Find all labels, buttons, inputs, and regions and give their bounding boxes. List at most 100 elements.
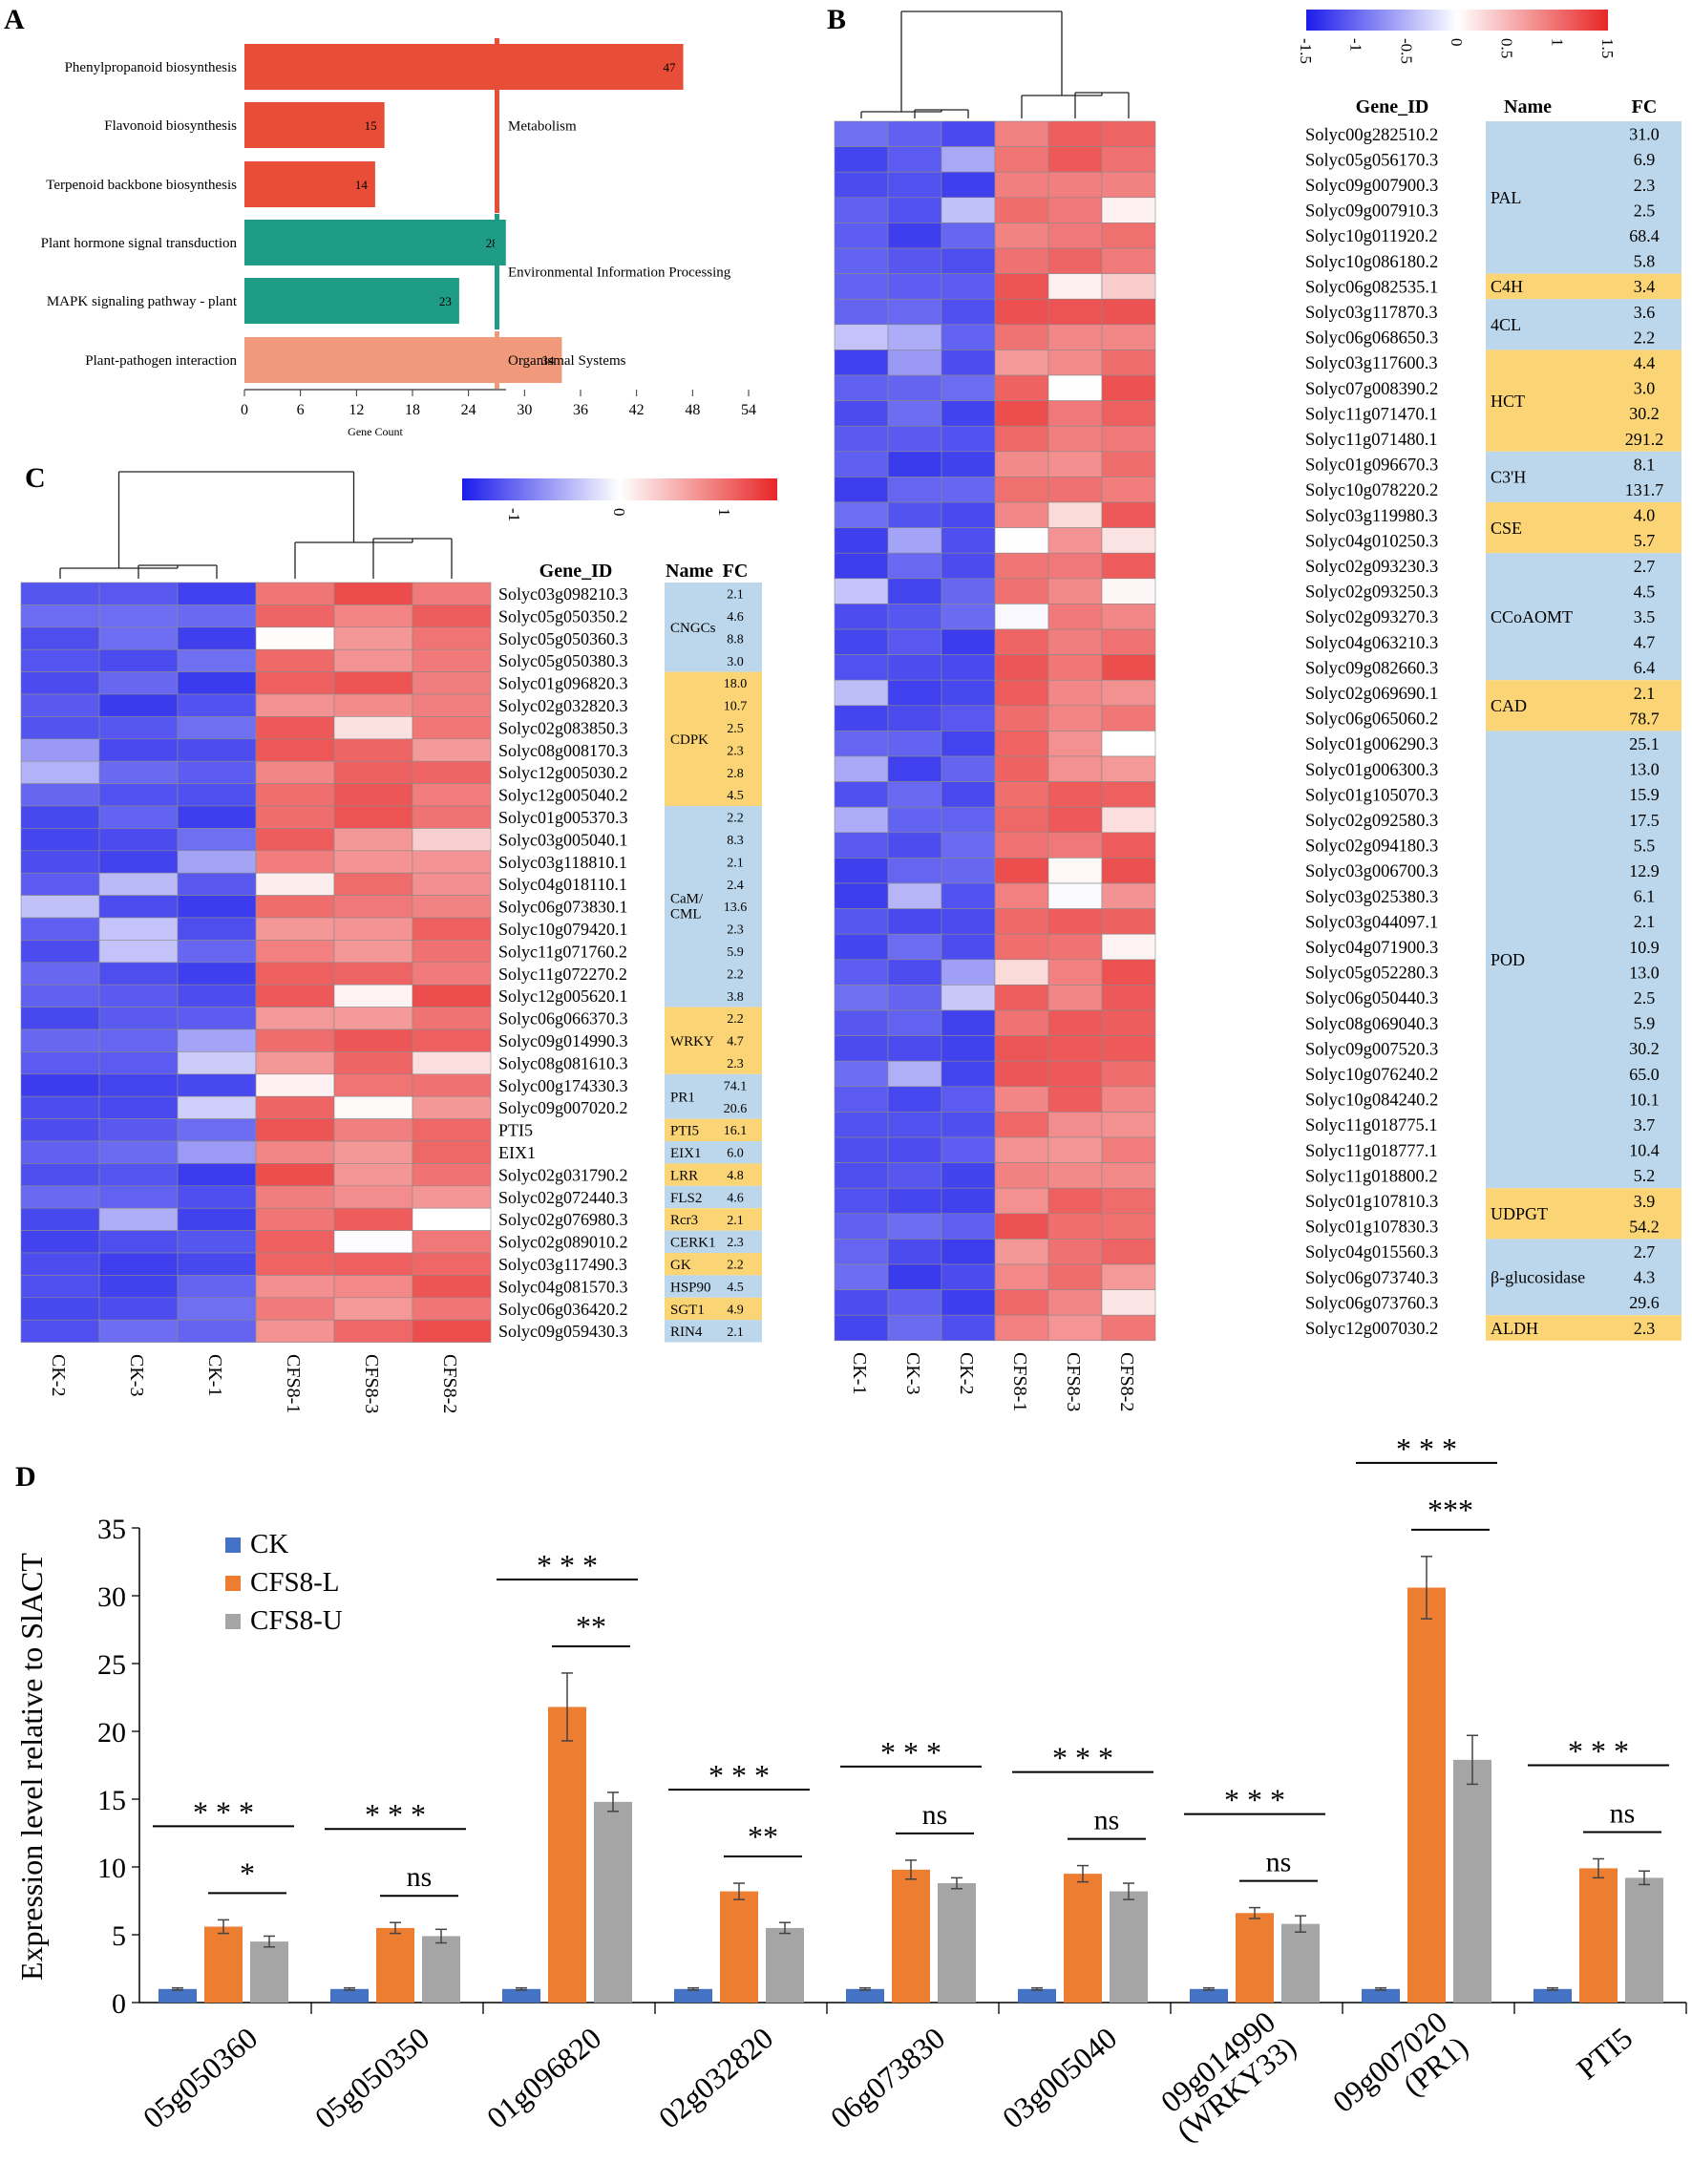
heatmap-cell xyxy=(1047,247,1103,274)
heatmap-cell xyxy=(177,1118,257,1142)
legend-swatch-ck xyxy=(225,1537,241,1553)
heatmap-cell xyxy=(834,298,889,326)
heatmap-cell xyxy=(177,872,257,896)
gene-family-name: C4H xyxy=(1491,277,1523,296)
heatmap-cell xyxy=(941,223,996,249)
fold-change: 2.3 xyxy=(727,923,744,938)
fold-change: 54.2 xyxy=(1629,1217,1660,1236)
heatmap-cell xyxy=(412,940,492,964)
heatmap-cell xyxy=(333,783,413,807)
gene-id: Solyc05g050380.3 xyxy=(498,651,628,670)
heatmap-cell xyxy=(98,1275,179,1299)
heatmap-cell xyxy=(255,1028,335,1052)
panel-b-heatmap: B PAL C4H 4CL HCT C3'H CSE CCoAOMT CAD POD UDPGT β-… xyxy=(827,4,1681,1411)
gene-id: Solyc04g071900.3 xyxy=(1305,939,1438,958)
heatmap-cell xyxy=(834,806,889,834)
heatmap-cell xyxy=(20,1051,100,1075)
heatmap-cell xyxy=(994,1239,1049,1265)
heatmap-cell xyxy=(255,1275,335,1299)
heatmap-cell xyxy=(20,1140,100,1164)
heatmap-cell xyxy=(333,1252,413,1276)
heatmap-cell xyxy=(1047,171,1103,199)
heatmap-cell xyxy=(255,1073,335,1097)
header-fc: FC xyxy=(723,561,749,582)
heatmap-cell xyxy=(255,1095,335,1119)
heatmap-cell xyxy=(177,828,257,852)
heatmap-cell xyxy=(98,872,179,896)
heatmap-cell xyxy=(994,1213,1049,1240)
heatmap-cell xyxy=(412,1163,492,1187)
gene-id: Solyc04g018110.1 xyxy=(498,875,627,894)
gene-id: Solyc11g072270.2 xyxy=(498,965,627,984)
heatmap-cell xyxy=(255,1140,335,1164)
heatmap-cell xyxy=(20,828,100,852)
heatmap-cell xyxy=(255,1297,335,1321)
heatmap-cell xyxy=(177,716,257,740)
heatmap-cell xyxy=(834,654,889,681)
gene-family-name: HSP90 xyxy=(670,1280,711,1295)
fold-change: 4.5 xyxy=(727,789,744,803)
heatmap-cell xyxy=(20,693,100,717)
fold-change: 4.3 xyxy=(1634,1268,1656,1287)
y-tick-label: 20 xyxy=(97,1717,126,1749)
fold-change: 2.1 xyxy=(727,588,744,603)
y-tick-label: 25 xyxy=(97,1649,126,1681)
heatmap-cell xyxy=(333,850,413,874)
fold-change: 5.7 xyxy=(1634,531,1656,550)
heatmap-cell xyxy=(994,628,1049,655)
heatmap-cell xyxy=(177,984,257,1007)
heatmap-cell xyxy=(1101,1112,1156,1138)
heatmap-cell xyxy=(98,1028,179,1052)
gene-id: Solyc02g031790.2 xyxy=(498,1165,628,1184)
heatmap-cell xyxy=(1101,501,1156,528)
fold-change: 13.0 xyxy=(1629,760,1660,779)
heatmap-cell xyxy=(333,1051,413,1075)
heatmap-cell xyxy=(1101,1289,1156,1316)
pathway-label: Phenylpropanoid biosynthesis xyxy=(65,60,238,75)
gene-family-name: WRKY xyxy=(670,1034,714,1050)
heatmap-cell xyxy=(98,805,179,829)
heatmap-cell xyxy=(1047,1009,1103,1036)
heatmap-cell xyxy=(941,679,996,707)
heatmap-cell xyxy=(412,1028,492,1052)
heatmap-cell xyxy=(941,1086,996,1113)
x-tick-label: 18 xyxy=(405,402,420,418)
gene-id: Solyc04g081570.3 xyxy=(498,1277,628,1296)
heatmap-cell xyxy=(333,940,413,964)
fold-change: 4.5 xyxy=(1634,582,1656,601)
heatmap-cell xyxy=(255,1230,335,1254)
name-group-band xyxy=(665,1275,762,1298)
heatmap-cell xyxy=(834,933,889,961)
heatmap-cell xyxy=(1101,832,1156,859)
heatmap-cell xyxy=(1101,298,1156,326)
fold-change: 2.7 xyxy=(1634,1242,1656,1262)
y-tick-label: 15 xyxy=(97,1785,126,1816)
gene-id: Solyc05g050350.2 xyxy=(498,606,628,626)
heatmap-cell xyxy=(887,1086,942,1113)
fold-change: 6.4 xyxy=(1634,658,1656,677)
gene-id: Solyc03g098210.3 xyxy=(498,584,628,604)
heatmap-cell xyxy=(887,1136,942,1163)
heatmap-cell xyxy=(1101,1060,1156,1088)
heatmap-cell xyxy=(1101,654,1156,681)
heatmap-cell xyxy=(98,648,179,672)
gene-id: Solyc01g006300.3 xyxy=(1305,761,1438,780)
legend-label: CK xyxy=(250,1529,288,1559)
heatmap-cell xyxy=(1101,400,1156,427)
heatmap-cell xyxy=(941,374,996,401)
heatmap-cell xyxy=(887,1060,942,1088)
heatmap-cell xyxy=(333,1185,413,1209)
heatmap-cell xyxy=(994,552,1049,580)
heatmap-cell xyxy=(1047,374,1103,401)
heatmap-cell xyxy=(834,350,889,376)
gene-id: Solyc11g018777.1 xyxy=(1305,1142,1438,1161)
heatmap-cell xyxy=(20,962,100,986)
heatmap-cell xyxy=(177,1185,257,1209)
heatmap-cell xyxy=(834,705,889,732)
gene-id: Solyc02g083850.3 xyxy=(498,718,628,737)
category-label: 01g096820 xyxy=(480,2021,607,2135)
pathway-label: MAPK signaling pathway - plant xyxy=(47,294,238,309)
header-gene-id: Gene_ID xyxy=(1356,96,1429,117)
heatmap-cell xyxy=(1101,350,1156,376)
bar-cfs8-l xyxy=(1579,1868,1618,2003)
